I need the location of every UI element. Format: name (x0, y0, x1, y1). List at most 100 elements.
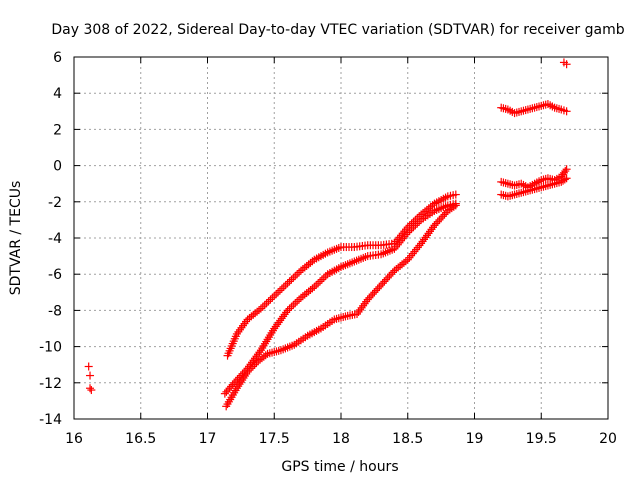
series-top-right (559, 58, 571, 69)
data-point (372, 286, 381, 295)
y-axis-label: SDTVAR / TECUs (8, 181, 24, 296)
x-axis-label: GPS time / hours (281, 459, 398, 475)
data-point (365, 293, 374, 302)
data-point (279, 312, 288, 321)
x-tick-label: 18 (332, 431, 350, 447)
data-point (287, 302, 296, 311)
series-late-lower-b (497, 174, 571, 201)
data-point (447, 204, 456, 213)
data-point (289, 300, 298, 309)
data-point (415, 241, 424, 250)
data-point (256, 304, 265, 313)
y-tick-label: 0 (53, 159, 62, 175)
data-point (308, 257, 317, 266)
x-tick-label: 18.5 (392, 431, 423, 447)
data-point (387, 270, 396, 279)
data-point (317, 275, 326, 284)
series-track-middle (220, 199, 460, 398)
data-point (388, 268, 397, 277)
data-point (236, 378, 245, 387)
data-point (393, 240, 402, 249)
data-point (84, 362, 93, 371)
data-point (408, 249, 417, 258)
y-tick-label: -6 (48, 267, 62, 283)
data-point (274, 288, 283, 297)
data-point (86, 384, 95, 393)
data-point (432, 219, 441, 228)
data-point (435, 215, 444, 224)
data-point (433, 217, 442, 226)
data-point (230, 378, 239, 387)
data-point (383, 273, 392, 282)
data-point (277, 314, 286, 323)
data-point (285, 304, 294, 313)
data-point (238, 376, 247, 385)
data-point (392, 242, 401, 251)
data-point (445, 205, 454, 214)
data-point (295, 268, 304, 277)
x-tick-label: 16 (65, 431, 83, 447)
y-tick-label: -2 (48, 195, 62, 211)
data-point (415, 217, 424, 226)
y-tick-label: 2 (53, 122, 62, 138)
data-point (423, 231, 432, 240)
data-point (271, 322, 280, 331)
data-point (280, 310, 289, 319)
data-point (291, 272, 300, 281)
data-point (260, 300, 269, 309)
data-point (410, 247, 419, 256)
data-point (254, 306, 263, 315)
data-point (363, 295, 372, 304)
data-point (234, 382, 243, 391)
data-point (562, 60, 571, 69)
series-late-lower-a (497, 165, 571, 192)
data-point (250, 360, 259, 369)
x-tick-label: 19.5 (526, 431, 557, 447)
data-point (270, 324, 279, 333)
data-point (283, 279, 292, 288)
data-point (245, 366, 254, 375)
data-point (321, 272, 330, 281)
series-late-upper (497, 100, 571, 118)
data-point (395, 238, 404, 247)
data-point (400, 232, 409, 241)
data-point (390, 244, 399, 253)
plot-frame (73, 56, 609, 420)
data-point (430, 221, 439, 230)
data-point (368, 290, 377, 299)
x-tick-labels: 16 16.5 17 17.5 18 18.5 19 19.5 20 (65, 431, 617, 447)
data-point (382, 275, 391, 284)
data-point (428, 201, 437, 210)
chart-title: Day 308 of 2022, Sidereal Day-to-day VTE… (51, 22, 624, 38)
data-point (293, 270, 302, 279)
data-point (87, 386, 96, 395)
data-point (561, 167, 570, 176)
data-point (438, 212, 447, 221)
data-point (253, 350, 262, 359)
series-isolated-start (84, 362, 96, 395)
data-point (403, 255, 412, 264)
data-point (398, 234, 407, 243)
data-point (283, 306, 292, 315)
data-points (84, 58, 571, 411)
data-point (403, 228, 412, 237)
data-point (261, 351, 270, 360)
data-point (270, 291, 279, 300)
data-point (232, 384, 241, 393)
y-tick-label: -4 (48, 231, 62, 247)
series-track-lower (222, 201, 460, 411)
data-point (262, 299, 271, 308)
data-point (443, 206, 452, 215)
y-tick-label: -10 (39, 340, 62, 356)
x-tick-label: 17 (199, 431, 217, 447)
data-point (377, 281, 386, 290)
data-point (239, 374, 248, 383)
data-point (417, 239, 426, 248)
data-point (275, 286, 284, 295)
data-point (407, 251, 416, 260)
data-point (405, 253, 414, 262)
data-point (295, 295, 304, 304)
data-point (272, 290, 281, 299)
data-point (451, 201, 460, 210)
